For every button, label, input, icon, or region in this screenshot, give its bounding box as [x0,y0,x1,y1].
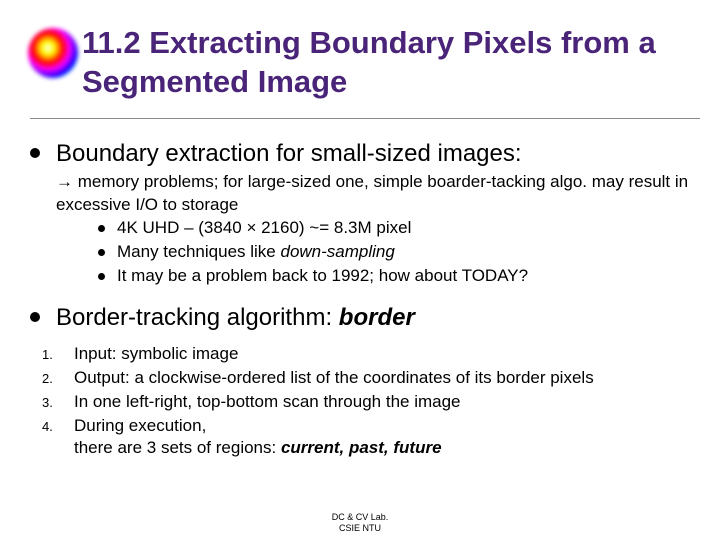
title-underline [30,118,700,119]
nested-3: It may be a problem back to 1992; how ab… [117,265,528,288]
list-number: 1. [42,347,74,362]
list-number: 4. [42,419,74,434]
bullet-1: Boundary extraction for small-sized imag… [30,138,700,169]
bullet-1-text: Boundary extraction for small-sized imag… [56,138,522,169]
numbered-list: 1. Input: symbolic image 2. Output: a cl… [42,343,700,459]
bullet-1-sub-text: memory problems; for large-sized one, si… [56,172,688,214]
bullet-icon [98,249,105,256]
footer-line-1: DC & CV Lab. [0,512,720,523]
list-item: 2. Output: a clockwise-ordered list of t… [42,367,700,389]
arrow-icon: → [56,172,73,191]
color-wheel-logo [28,28,78,78]
list-number: 3. [42,395,74,410]
list-3: In one left-right, top-bottom scan throu… [74,391,461,413]
bullet-icon [30,312,40,322]
list-1: Input: symbolic image [74,343,238,365]
list-item: 1. Input: symbolic image [42,343,700,365]
list-number: 2. [42,371,74,386]
bullet-icon [98,273,105,280]
bullet-1-sub: → memory problems; for large-sized one, … [56,171,700,288]
bullet-2-text: Border-tracking algorithm: border [56,302,415,333]
nested-2: Many techniques like down-sampling [117,241,395,264]
slide-title: 11.2 Extracting Boundary Pixels from a S… [82,24,700,102]
bullet-1-nested: 4K UHD – (3840 × 2160) ~= 8.3M pixel Man… [98,217,700,288]
bullet-icon [98,225,105,232]
list-4: During execution, there are 3 sets of re… [74,415,442,459]
bullet-2: Border-tracking algorithm: border [30,302,700,333]
footer-line-2: CSIE NTU [0,523,720,534]
list-item: 4. During execution, there are 3 sets of… [42,415,700,459]
bullet-icon [30,148,40,158]
list-item: 3. In one left-right, top-bottom scan th… [42,391,700,413]
nested-1: 4K UHD – (3840 × 2160) ~= 8.3M pixel [117,217,411,240]
slide-footer: DC & CV Lab. CSIE NTU [0,512,720,534]
slide-body: Boundary extraction for small-sized imag… [30,138,700,462]
list-2: Output: a clockwise-ordered list of the … [74,367,594,389]
